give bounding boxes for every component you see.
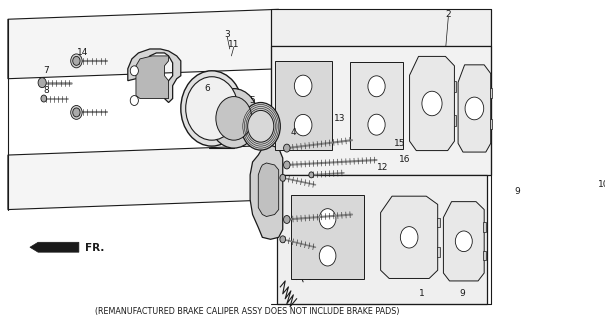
Circle shape xyxy=(319,246,336,266)
Text: 9: 9 xyxy=(459,289,465,298)
Polygon shape xyxy=(128,49,181,102)
Text: 3: 3 xyxy=(224,30,230,39)
Circle shape xyxy=(368,76,385,97)
Circle shape xyxy=(294,114,312,136)
Circle shape xyxy=(216,97,252,140)
Circle shape xyxy=(41,95,47,102)
Circle shape xyxy=(71,106,82,119)
Polygon shape xyxy=(136,56,169,99)
Circle shape xyxy=(38,78,46,88)
Polygon shape xyxy=(258,163,279,217)
Polygon shape xyxy=(8,9,279,79)
Polygon shape xyxy=(410,56,454,151)
Circle shape xyxy=(209,89,258,148)
Circle shape xyxy=(186,77,238,140)
Circle shape xyxy=(309,172,314,178)
Bar xyxy=(275,61,332,150)
Text: 7: 7 xyxy=(44,66,49,75)
Circle shape xyxy=(181,71,243,146)
Circle shape xyxy=(280,236,286,243)
Polygon shape xyxy=(270,46,491,175)
Polygon shape xyxy=(8,145,279,210)
Circle shape xyxy=(401,227,418,248)
Bar xyxy=(483,222,486,232)
Text: 1: 1 xyxy=(419,289,424,298)
Text: 12: 12 xyxy=(378,164,389,172)
Circle shape xyxy=(73,56,80,65)
Polygon shape xyxy=(458,65,491,152)
Polygon shape xyxy=(381,196,437,278)
Circle shape xyxy=(130,66,139,76)
Text: 11: 11 xyxy=(228,39,240,49)
Circle shape xyxy=(247,110,274,142)
Circle shape xyxy=(241,102,280,150)
Polygon shape xyxy=(250,145,283,239)
Bar xyxy=(437,218,440,228)
Bar xyxy=(291,195,364,279)
Circle shape xyxy=(284,144,290,152)
Circle shape xyxy=(71,54,82,68)
Circle shape xyxy=(319,209,336,229)
Text: 9: 9 xyxy=(514,187,520,196)
Text: 15: 15 xyxy=(394,139,405,148)
Circle shape xyxy=(368,114,385,135)
Circle shape xyxy=(284,215,290,223)
Text: 14: 14 xyxy=(77,48,88,57)
Text: 16: 16 xyxy=(399,156,411,164)
Circle shape xyxy=(280,174,286,181)
Polygon shape xyxy=(270,9,491,46)
Circle shape xyxy=(73,108,80,117)
Text: 5: 5 xyxy=(250,96,255,105)
Circle shape xyxy=(294,75,312,97)
Text: 6: 6 xyxy=(204,84,210,93)
Polygon shape xyxy=(443,202,484,281)
Polygon shape xyxy=(277,175,486,304)
Text: 10: 10 xyxy=(598,180,605,189)
Bar xyxy=(454,115,456,126)
Text: 2: 2 xyxy=(445,10,451,19)
Polygon shape xyxy=(30,242,79,252)
Text: FR.: FR. xyxy=(85,243,104,253)
Text: (REMANUFACTURED BRAKE CALIPER ASSY DOES NOT INCLUDE BRAKE PADS): (REMANUFACTURED BRAKE CALIPER ASSY DOES … xyxy=(96,307,400,316)
Circle shape xyxy=(284,161,290,169)
Bar xyxy=(437,247,440,257)
Circle shape xyxy=(130,96,139,106)
Bar xyxy=(490,119,492,129)
Text: 4: 4 xyxy=(290,128,296,137)
Circle shape xyxy=(456,231,473,252)
Bar xyxy=(490,87,492,98)
Bar xyxy=(350,62,403,149)
Bar xyxy=(454,81,456,92)
Bar xyxy=(483,251,486,260)
Text: 8: 8 xyxy=(44,86,49,95)
Text: 13: 13 xyxy=(334,114,345,123)
Circle shape xyxy=(422,91,442,116)
Circle shape xyxy=(465,97,484,120)
